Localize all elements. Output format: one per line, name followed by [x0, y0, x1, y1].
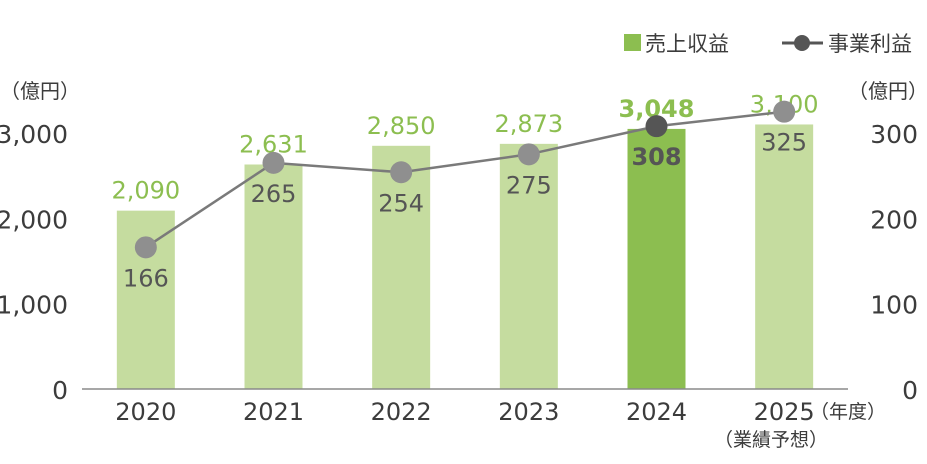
- y-right-tick-label: 200: [870, 205, 918, 234]
- profit-marker-2021: [262, 151, 285, 174]
- y-left-ticks: 0 1,000 2,000 3,000: [0, 120, 68, 405]
- sales-bar-2022: [372, 145, 431, 389]
- legend-label-sales: 売上収益: [645, 32, 729, 56]
- profit-marker-2023: [517, 143, 540, 166]
- profit-marker-2020: [134, 236, 157, 259]
- profit-marker-2024: [645, 115, 668, 138]
- y-left-unit: （億円）: [0, 79, 80, 103]
- y-left-tick-label: 3,000: [0, 120, 68, 149]
- legend-label-profit: 事業利益: [828, 32, 912, 56]
- profit-data-labels: 166 265 254 275 308 325: [123, 129, 807, 293]
- y-right-unit: （億円）: [848, 79, 927, 103]
- x-tick-label-2022: 2022: [371, 398, 432, 426]
- y-right-tick-label: 100: [870, 291, 918, 320]
- forecast-note: （業績予想）: [714, 429, 828, 451]
- profit-marker-2022: [390, 161, 413, 184]
- legend-swatch-sales: [624, 34, 641, 51]
- profit-label-2020: 166: [123, 264, 169, 292]
- profit-marker-2025: [773, 100, 796, 123]
- x-unit: （年度）: [810, 401, 886, 423]
- sales-label-2022: 2,850: [367, 112, 436, 140]
- y-left-tick-label: 1,000: [0, 291, 68, 320]
- x-tick-label-2023: 2023: [498, 398, 559, 426]
- x-tick-label-2021: 2021: [243, 398, 304, 426]
- y-right-ticks: 0 100 200 300: [870, 120, 918, 405]
- sales-bar-2021: [244, 164, 303, 389]
- bars: [116, 124, 814, 390]
- profit-label-2024: 308: [631, 143, 681, 171]
- profit-label-2023: 275: [506, 171, 552, 199]
- sales-label-2020: 2,090: [111, 177, 180, 205]
- sales-bar-2024: [627, 128, 686, 390]
- y-left-tick-label: 0: [52, 376, 68, 405]
- sales-label-2023: 2,873: [494, 110, 563, 138]
- x-tick-labels: 2020 2021 2022 2023 2024 2025: [115, 398, 814, 426]
- profit-line: [145, 110, 785, 249]
- x-tick-label-2020: 2020: [115, 398, 176, 426]
- sales-bar-2025: [755, 124, 814, 389]
- legend-marker-profit: [794, 35, 810, 51]
- y-right-tick-label: 0: [902, 376, 918, 405]
- y-right-tick-label: 300: [870, 120, 918, 149]
- x-tick-label-2025: 2025: [754, 398, 815, 426]
- x-tick-label-2024: 2024: [626, 398, 687, 426]
- profit-label-2021: 265: [251, 180, 297, 208]
- profit-line-series: [134, 100, 796, 259]
- profit-label-2022: 254: [378, 189, 424, 217]
- legend: 売上収益 事業利益: [624, 32, 912, 56]
- sales-bar-2023: [499, 143, 558, 389]
- profit-label-2025: 325: [761, 129, 807, 157]
- y-left-tick-label: 2,000: [0, 205, 68, 234]
